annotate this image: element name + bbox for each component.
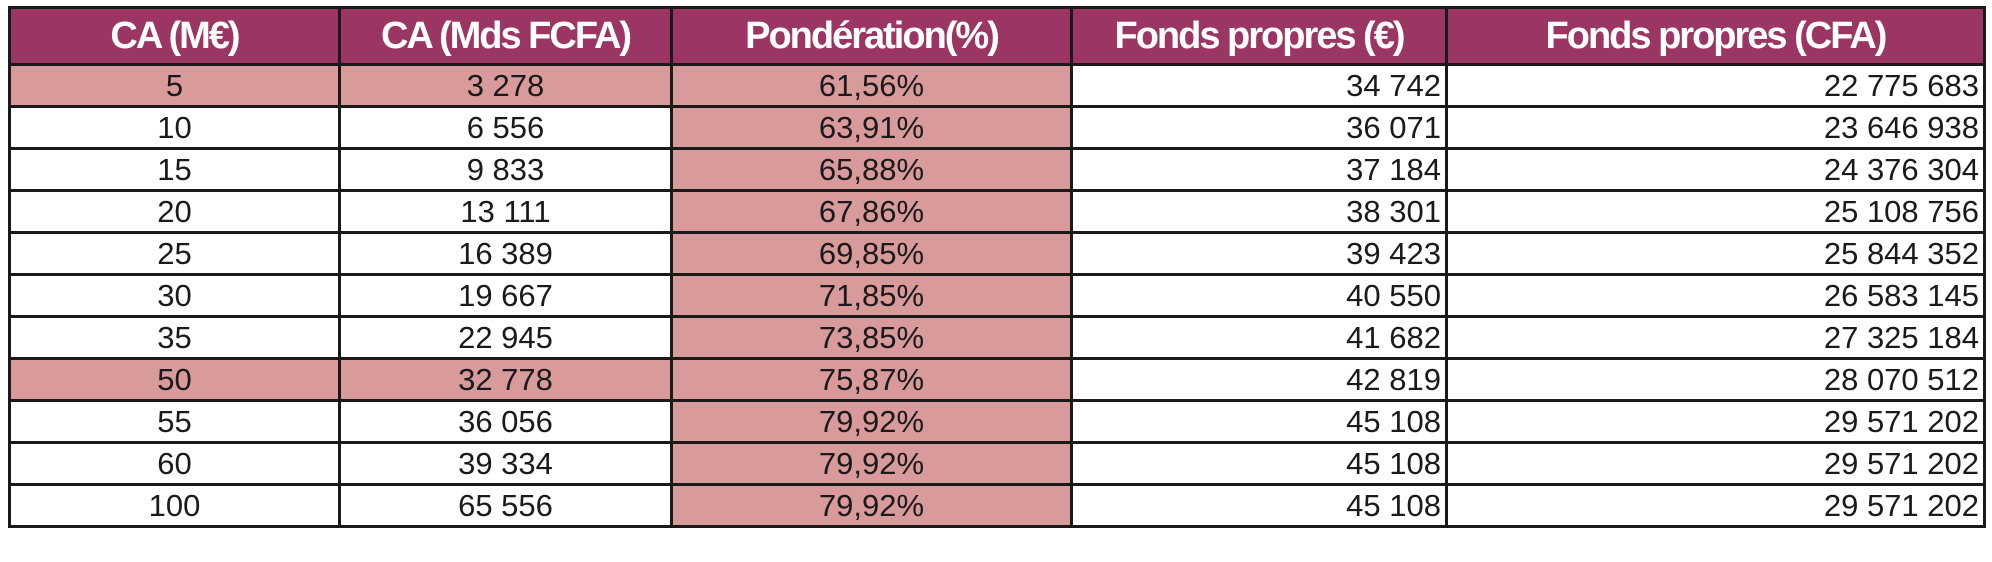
table-row: 15 9 833 65,88% 37 184 24 376 304 [8,147,1986,192]
cell-fonds-propres-cfa: 27 325 184 [1445,315,1986,360]
cell-fonds-propres-cfa: 26 583 145 [1445,273,1986,318]
cell-fonds-propres-cfa: 29 571 202 [1445,441,1986,486]
cell-ca-mds-fcfa: 65 556 [338,483,673,528]
cell-ca-meur: 25 [8,231,341,276]
cell-ca-meur: 5 [8,63,341,108]
cell-fonds-propres-eur: 40 550 [1070,273,1448,318]
cell-fonds-propres-cfa: 25 108 756 [1445,189,1986,234]
cell-fonds-propres-eur: 42 819 [1070,357,1448,402]
cell-fonds-propres-eur: 45 108 [1070,483,1448,528]
cell-ponderation: 73,85% [670,315,1073,360]
table-body: 5 3 278 61,56% 34 742 22 775 683 10 6 55… [8,63,1986,528]
cell-fonds-propres-eur: 37 184 [1070,147,1448,192]
cell-fonds-propres-eur: 41 682 [1070,315,1448,360]
cell-ca-mds-fcfa: 13 111 [338,189,673,234]
cell-fonds-propres-cfa: 24 376 304 [1445,147,1986,192]
cell-ca-meur: 30 [8,273,341,318]
table-row: 60 39 334 79,92% 45 108 29 571 202 [8,441,1986,486]
cell-ca-meur: 50 [8,357,341,402]
header-ca-mds-fcfa: CA (Mds FCFA) [338,6,673,66]
cell-ca-meur: 20 [8,189,341,234]
cell-fonds-propres-cfa: 28 070 512 [1445,357,1986,402]
header-ca-meur: CA (M€) [8,6,341,66]
table-row: 25 16 389 69,85% 39 423 25 844 352 [8,231,1986,276]
cell-ca-mds-fcfa: 3 278 [338,63,673,108]
cell-ca-mds-fcfa: 22 945 [338,315,673,360]
table-container: CA (M€) CA (Mds FCFA) Pondération(%) Fon… [8,6,1986,528]
cell-ca-mds-fcfa: 16 389 [338,231,673,276]
table-row: 100 65 556 79,92% 45 108 29 571 202 [8,483,1986,528]
cell-ponderation: 79,92% [670,399,1073,444]
table-row: 55 36 056 79,92% 45 108 29 571 202 [8,399,1986,444]
cell-fonds-propres-cfa: 29 571 202 [1445,399,1986,444]
cell-ponderation: 63,91% [670,105,1073,150]
cell-ca-meur: 35 [8,315,341,360]
cell-ca-meur: 55 [8,399,341,444]
cell-fonds-propres-cfa: 22 775 683 [1445,63,1986,108]
header-fonds-propres-eur: Fonds propres (€) [1070,6,1448,66]
table-row: 10 6 556 63,91% 36 071 23 646 938 [8,105,1986,150]
cell-fonds-propres-cfa: 29 571 202 [1445,483,1986,528]
cell-fonds-propres-cfa: 23 646 938 [1445,105,1986,150]
cell-ca-mds-fcfa: 19 667 [338,273,673,318]
capital-weighting-table: CA (M€) CA (Mds FCFA) Pondération(%) Fon… [8,6,1986,528]
cell-ca-mds-fcfa: 36 056 [338,399,673,444]
cell-fonds-propres-cfa: 25 844 352 [1445,231,1986,276]
cell-ponderation: 75,87% [670,357,1073,402]
table-row: 30 19 667 71,85% 40 550 26 583 145 [8,273,1986,318]
cell-ca-meur: 15 [8,147,341,192]
cell-fonds-propres-eur: 45 108 [1070,399,1448,444]
cell-ponderation: 71,85% [670,273,1073,318]
cell-ponderation: 69,85% [670,231,1073,276]
cell-ponderation: 61,56% [670,63,1073,108]
cell-ponderation: 67,86% [670,189,1073,234]
cell-ca-meur: 60 [8,441,341,486]
cell-fonds-propres-eur: 39 423 [1070,231,1448,276]
cell-fonds-propres-eur: 45 108 [1070,441,1448,486]
cell-fonds-propres-eur: 34 742 [1070,63,1448,108]
cell-ca-meur: 100 [8,483,341,528]
cell-ca-mds-fcfa: 32 778 [338,357,673,402]
header-fonds-propres-cfa: Fonds propres (CFA) [1445,6,1986,66]
cell-ca-mds-fcfa: 39 334 [338,441,673,486]
cell-ca-mds-fcfa: 6 556 [338,105,673,150]
cell-ponderation: 79,92% [670,441,1073,486]
cell-ca-meur: 10 [8,105,341,150]
cell-ca-mds-fcfa: 9 833 [338,147,673,192]
cell-ponderation: 65,88% [670,147,1073,192]
cell-fonds-propres-eur: 36 071 [1070,105,1448,150]
table-row: 35 22 945 73,85% 41 682 27 325 184 [8,315,1986,360]
table-row: 50 32 778 75,87% 42 819 28 070 512 [8,357,1986,402]
table-row: 20 13 111 67,86% 38 301 25 108 756 [8,189,1986,234]
header-ponderation: Pondération(%) [670,6,1073,66]
table-header-row: CA (M€) CA (Mds FCFA) Pondération(%) Fon… [8,6,1986,66]
cell-ponderation: 79,92% [670,483,1073,528]
table-row: 5 3 278 61,56% 34 742 22 775 683 [8,63,1986,108]
cell-fonds-propres-eur: 38 301 [1070,189,1448,234]
